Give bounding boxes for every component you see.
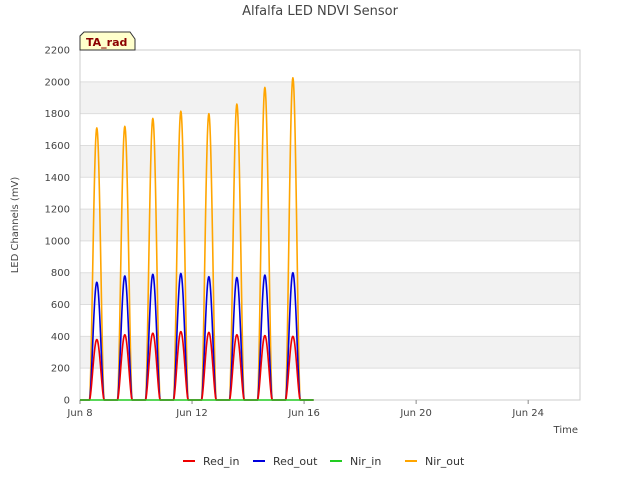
legend-label-nir-out: Nir_out (425, 455, 465, 468)
y-tick-label: 800 (51, 268, 70, 279)
y-tick-label: 0 (64, 396, 70, 407)
plot-band (80, 81, 580, 114)
x-tick-label: Jun 16 (287, 408, 320, 419)
y-tick-label: 1800 (45, 109, 70, 120)
y-tick-label: 2000 (45, 77, 70, 88)
chart-title: Alfalfa LED NDVI Sensor (242, 4, 399, 19)
y-tick-label: 1200 (45, 205, 70, 216)
plot-band (80, 209, 580, 241)
x-tick-label: Jun 24 (511, 408, 544, 419)
plot-bands (80, 81, 580, 369)
y-axis-ticks: 0 200 400 600 800 1000 1200 1400 1600 1800 2000 220… (45, 46, 70, 407)
y-tick-label: 1600 (45, 141, 70, 152)
y-tick-label: 600 (51, 300, 70, 311)
y-tick-label: 1400 (45, 173, 70, 184)
plot-band (80, 272, 580, 305)
ta-rad-badge: TA_rad (79, 31, 136, 51)
x-tick-label: Jun 20 (399, 408, 432, 419)
x-axis-ticks: Jun 8 Jun 12 Jun 16 Jun 20 Jun 24 (66, 400, 544, 419)
plot-band (80, 336, 580, 369)
plot-area-border (79, 49, 581, 401)
legend: Red_in Red_out Nir_in Nir_out (183, 455, 465, 468)
y-tick-label: 200 (51, 364, 70, 375)
legend-label-nir-in: Nir_in (350, 455, 381, 468)
legend-label-red-in: Red_in (203, 455, 239, 468)
badge-label: TA_rad (86, 36, 127, 49)
y-tick-label: 2200 (45, 46, 70, 57)
plot-band (80, 145, 580, 178)
x-tick-label: Jun 8 (66, 408, 92, 419)
legend-label-red-out: Red_out (273, 455, 318, 468)
y-tick-label: 400 (51, 332, 70, 343)
x-tick-label: Jun 12 (175, 408, 208, 419)
x-axis-label: Time (553, 425, 578, 436)
series-lines (80, 77, 314, 401)
y-tick-label: 1000 (45, 236, 70, 247)
y-axis-label: LED Channels (mV) (10, 177, 21, 274)
